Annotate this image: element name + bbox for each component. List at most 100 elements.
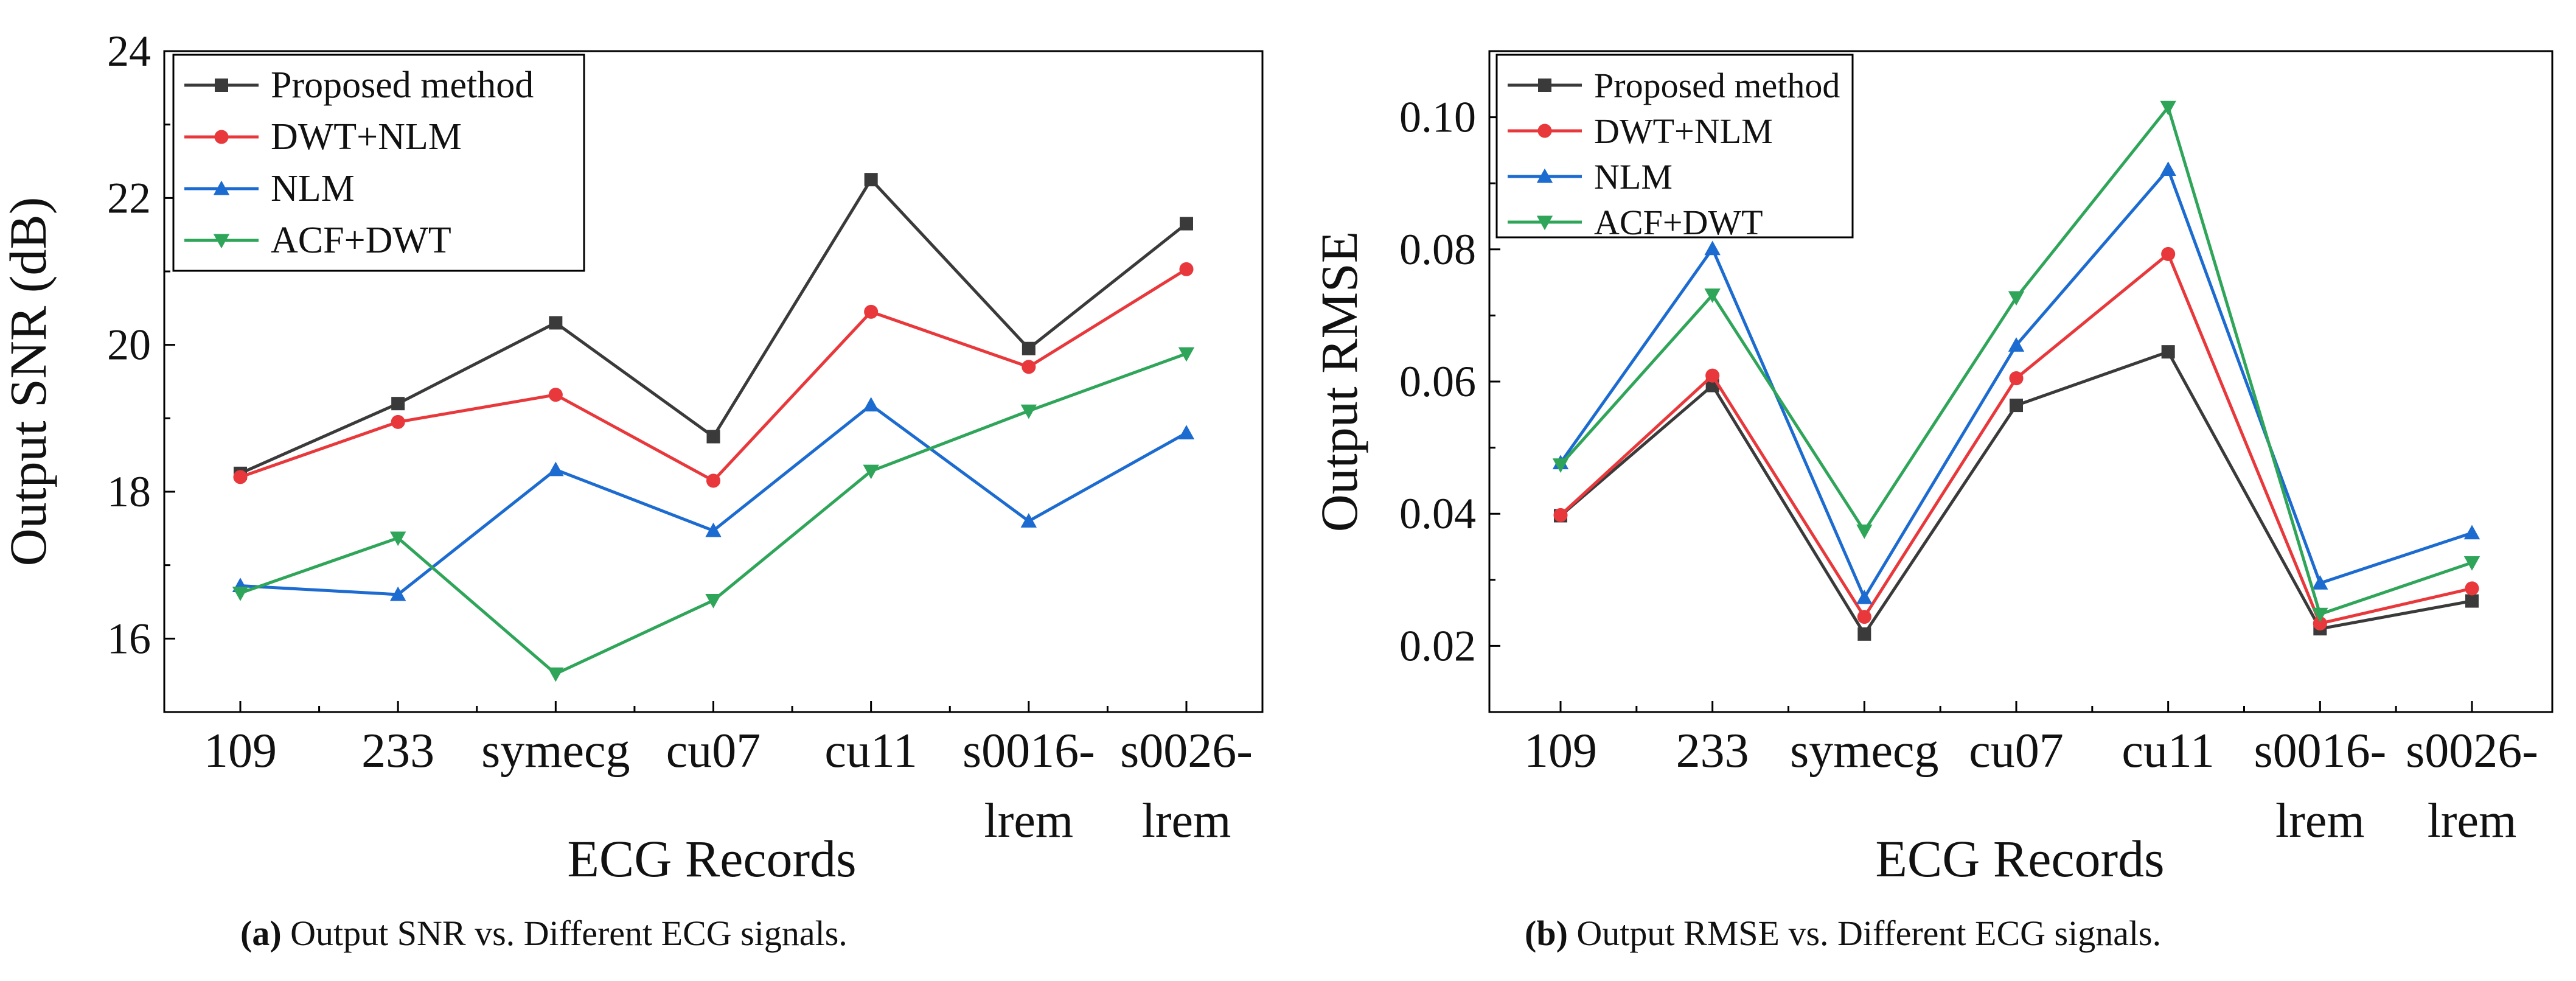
legend-box — [172, 54, 585, 272]
data-point — [233, 470, 248, 484]
y-tick-label: 0.10 — [1399, 93, 1476, 142]
caption-a-text: Output SNR vs. Different ECG signals. — [281, 913, 848, 953]
legend-marker — [213, 180, 230, 195]
legend-label: NLM — [271, 168, 355, 209]
data-point — [548, 667, 564, 682]
y-axis-title: Output SNR (dB) — [0, 197, 57, 567]
data-point — [705, 522, 722, 537]
data-point — [1704, 288, 1721, 303]
series-line — [1559, 251, 2473, 626]
data-point — [1178, 347, 1195, 362]
x-tick-label: 233 — [361, 724, 434, 778]
caption-b-label: (b) — [1525, 913, 1568, 953]
data-point — [2008, 291, 2025, 306]
data-point — [863, 464, 879, 480]
data-point — [389, 531, 406, 546]
data-point — [2465, 581, 2479, 596]
data-point — [2313, 616, 2327, 631]
data-point — [706, 473, 721, 488]
x-tick-label: lrem — [2428, 794, 2517, 848]
data-point — [1856, 524, 1873, 539]
x-tick-label: cu11 — [2122, 724, 2215, 778]
legend-label: Proposed method — [271, 65, 534, 106]
data-point — [549, 316, 563, 330]
data-point — [1552, 458, 1569, 473]
data-point — [548, 461, 564, 477]
caption-b-text: Output RMSE vs. Different ECG signals. — [1567, 913, 2162, 953]
data-point — [1180, 217, 1193, 231]
legend-marker — [1536, 168, 1553, 183]
data-point — [389, 586, 406, 601]
x-tick-label: cu11 — [824, 724, 917, 778]
x-tick-label: lrem — [1142, 794, 1231, 848]
legend-label: ACF+DWT — [1594, 203, 1763, 242]
data-point — [1020, 513, 1037, 528]
data-point — [705, 594, 722, 609]
x-tick-label: s0026- — [1120, 724, 1253, 778]
x-tick-label: lrem — [984, 794, 1074, 848]
legend-marker — [215, 79, 228, 92]
data-point — [2312, 607, 2328, 623]
data-point — [1179, 262, 1194, 276]
data-point — [1022, 360, 1036, 374]
y-tick-label: 0.06 — [1399, 357, 1476, 406]
caption-b: (b) Output RMSE vs. Different ECG signal… — [1525, 913, 2161, 962]
x-tick-label: cu07 — [1969, 724, 2064, 778]
legend-marker — [213, 234, 230, 249]
x-tick-label: symecg — [1790, 724, 1938, 778]
data-point — [864, 304, 879, 319]
legend-marker — [1538, 79, 1551, 92]
y-axis-title: Output RMSE — [1310, 231, 1368, 532]
x-tick-label: 109 — [204, 724, 277, 778]
data-point — [2312, 575, 2328, 590]
y-tick-label: 0.04 — [1399, 489, 1476, 538]
data-point — [706, 430, 720, 444]
data-point — [2161, 345, 2175, 359]
data-point — [232, 586, 249, 601]
data-point — [1704, 240, 1721, 256]
y-tick-label: 20 — [107, 321, 151, 369]
x-tick-label: cu07 — [666, 724, 761, 778]
legend-label: Proposed method — [1594, 66, 1840, 105]
data-point — [2010, 399, 2023, 413]
caption-a: (a) Output SNR vs. Different ECG signals… — [240, 913, 848, 962]
data-point — [2160, 100, 2176, 116]
legend-label: DWT+NLM — [271, 116, 462, 158]
data-point — [548, 388, 563, 402]
y-tick-label: 0.08 — [1399, 225, 1476, 274]
x-axis-title: ECG Records — [567, 829, 856, 888]
data-point — [1022, 341, 1036, 355]
legend-label: ACF+DWT — [271, 220, 451, 261]
data-point — [2160, 161, 2176, 176]
x-axis-title: ECG Records — [1875, 829, 2164, 888]
x-tick-label: 233 — [1676, 724, 1749, 778]
y-tick-label: 22 — [107, 173, 151, 222]
y-tick-label: 24 — [107, 27, 151, 75]
y-tick-label: 0.02 — [1399, 621, 1476, 670]
data-point — [1705, 368, 1720, 383]
legend-marker — [1537, 124, 1552, 138]
data-point — [1857, 610, 1871, 624]
data-point — [1020, 404, 1037, 419]
data-point — [2009, 371, 2024, 386]
data-point — [1553, 508, 1568, 522]
x-tick-label: s0016- — [963, 724, 1095, 778]
data-point — [1857, 627, 1871, 641]
y-tick-label: 16 — [107, 614, 151, 663]
x-tick-label: s0026- — [2406, 724, 2538, 778]
legend-marker — [1536, 215, 1553, 231]
data-point — [1178, 425, 1195, 440]
data-point — [391, 397, 405, 411]
data-point — [2161, 246, 2176, 261]
data-point — [2465, 594, 2479, 608]
data-point — [863, 397, 879, 412]
series-line — [1559, 350, 2473, 637]
chart-snr: 16 18 20 22 24 109 233 symecg cu07 cu11 s0016- lrem… — [0, 27, 1264, 888]
chart-rmse: 0.02 0.04 0.06 0.08 0.10 109 233 symecg cu07 cu11… — [1310, 50, 2553, 888]
legend-label: DWT+NLM — [1594, 111, 1773, 151]
x-tick-label: lrem — [2275, 794, 2365, 848]
series-line — [240, 268, 1188, 483]
data-point — [864, 173, 878, 187]
data-point — [1856, 589, 1873, 604]
